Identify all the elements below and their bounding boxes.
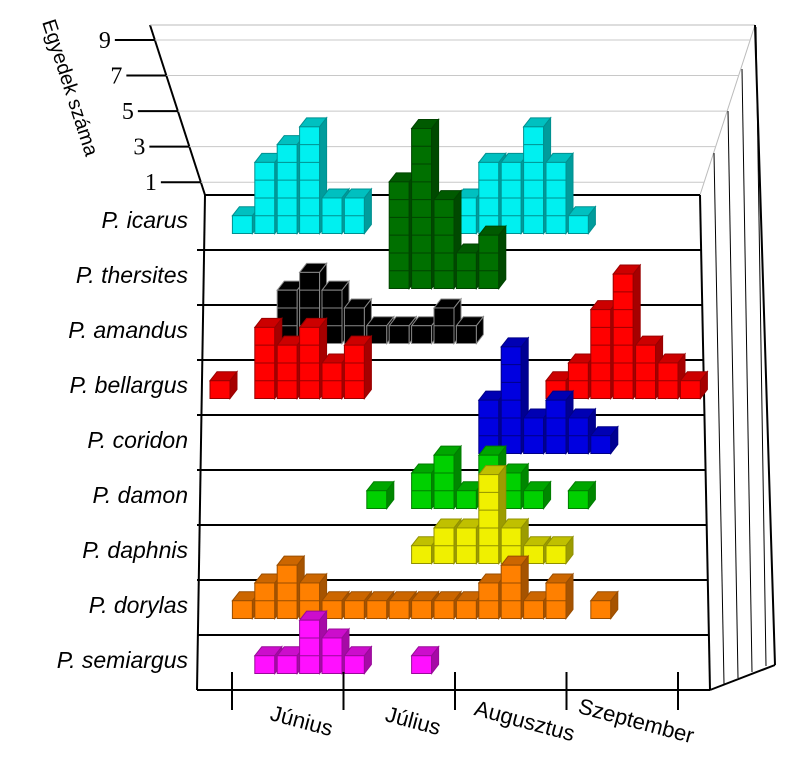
- wall-line: [755, 26, 767, 667]
- bar: [523, 490, 545, 510]
- y-axis: [149, 24, 206, 196]
- x-tick-label: Június: [268, 700, 336, 741]
- bar: [433, 600, 455, 620]
- bar: [545, 545, 567, 565]
- bar: [231, 600, 253, 620]
- series-label: P. bellargus: [70, 372, 189, 398]
- bar: [478, 234, 500, 290]
- bar: [612, 273, 634, 399]
- bar-side: [475, 315, 484, 345]
- bar: [411, 325, 433, 345]
- bar-side: [498, 224, 507, 290]
- bar: [231, 215, 253, 235]
- series-label: P. semiargus: [57, 647, 189, 673]
- floor-right: [709, 664, 776, 691]
- y-tick-label: 3: [133, 135, 145, 161]
- series: [276, 261, 485, 345]
- back-wall-right: [699, 24, 756, 196]
- bar: [455, 490, 477, 510]
- y-axis-title: Egyedek száma: [37, 17, 102, 160]
- bar: [276, 344, 298, 399]
- x-tick-label: Július: [383, 701, 444, 740]
- bar: [635, 344, 657, 399]
- bar: [276, 655, 298, 675]
- series: [477, 336, 619, 455]
- series-label: P. dorylas: [89, 592, 189, 618]
- series: [410, 464, 575, 565]
- left-edge: [196, 194, 206, 691]
- series-label: P. icarus: [101, 207, 188, 233]
- bar: [366, 600, 388, 620]
- bar-side: [587, 480, 596, 510]
- wall-line: [727, 110, 739, 679]
- bar: [276, 564, 298, 620]
- y-tick-label: 1: [145, 170, 157, 196]
- series-label: P. daphnis: [82, 537, 188, 563]
- wall-line: [713, 152, 725, 685]
- bar-side: [229, 370, 238, 400]
- bar-side: [565, 572, 574, 620]
- bar: [388, 600, 410, 620]
- bar-side: [565, 535, 574, 565]
- bar-side: [543, 480, 552, 510]
- x-tick-label: Augusztus: [472, 695, 578, 746]
- bar: [254, 655, 276, 675]
- bar-side: [431, 645, 440, 675]
- bar-side: [610, 590, 619, 620]
- wall-line: [741, 68, 753, 673]
- bar: [455, 600, 477, 620]
- bar: [433, 454, 455, 509]
- bar-side: [699, 370, 708, 400]
- bar: [500, 564, 522, 620]
- bar: [366, 490, 388, 510]
- bar: [411, 545, 433, 565]
- bar: [411, 655, 433, 675]
- bar: [411, 128, 433, 289]
- bar: [679, 380, 701, 400]
- series-label: P. coridon: [87, 427, 188, 453]
- bar: [343, 655, 365, 675]
- bar: [590, 435, 612, 455]
- bar: [478, 474, 500, 564]
- series: [253, 609, 440, 675]
- bar: [209, 380, 231, 400]
- bar: [433, 199, 455, 289]
- bar-side: [363, 645, 372, 675]
- bar: [567, 490, 589, 510]
- bar: [388, 325, 410, 345]
- y-tick-label: 7: [110, 64, 122, 90]
- bar: [590, 309, 612, 399]
- bar: [478, 399, 500, 454]
- bar-side: [386, 480, 395, 510]
- series: [388, 118, 507, 290]
- bar-side: [363, 334, 372, 400]
- series: [231, 116, 597, 235]
- bar: [343, 600, 365, 620]
- series: [208, 263, 709, 400]
- bar: [545, 399, 567, 454]
- right-front-edge: [699, 194, 711, 691]
- series-label: P. damon: [93, 482, 188, 508]
- y-tick-label: 9: [99, 28, 111, 54]
- series-label: P. thersites: [76, 262, 189, 288]
- bar: [523, 600, 545, 620]
- bar: [455, 325, 477, 345]
- bar: [411, 600, 433, 620]
- bar: [276, 144, 298, 234]
- bar: [299, 619, 321, 675]
- bar: [590, 600, 612, 620]
- series: [231, 554, 619, 620]
- bar: [567, 215, 589, 235]
- right-edge: [754, 24, 776, 666]
- bar-side: [610, 425, 619, 455]
- bar-side: [363, 187, 372, 235]
- y-tick-label: 5: [122, 99, 134, 125]
- bar: [343, 344, 365, 399]
- series-label: P. amandus: [68, 317, 188, 343]
- bar-side: [587, 205, 596, 235]
